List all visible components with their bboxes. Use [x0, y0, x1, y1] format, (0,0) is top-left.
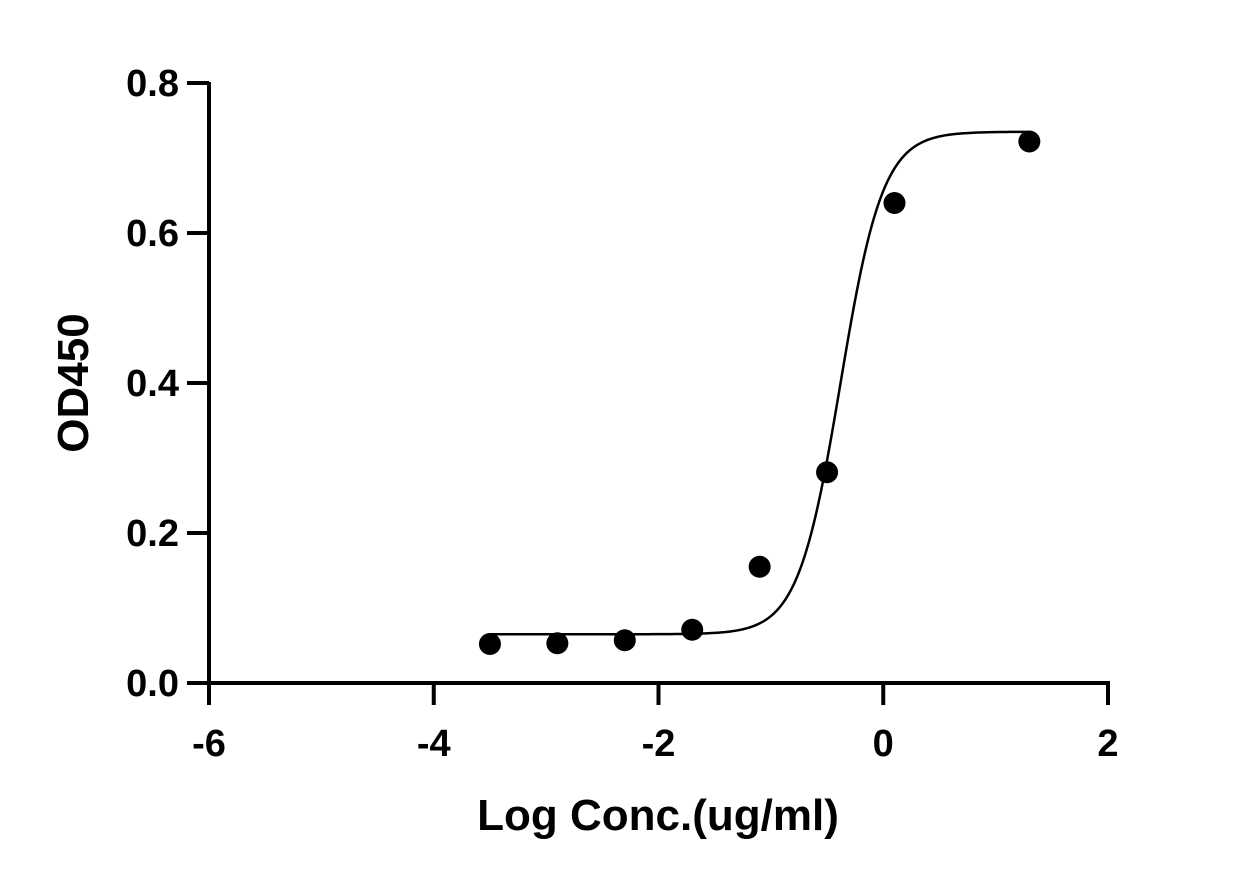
data-point [883, 192, 906, 214]
y-tick-label: 0.4 [126, 363, 179, 405]
x-tick-label: -6 [192, 723, 226, 765]
y-tick-label: 0.8 [126, 63, 179, 105]
data-point [613, 629, 636, 652]
data-point [681, 618, 704, 641]
data-points-layer [478, 130, 1041, 655]
x-tick-label: -2 [642, 723, 676, 765]
x-tick-label: 0 [873, 723, 894, 765]
fit-curve [489, 130, 1030, 636]
y-axis-title: OD450 [49, 313, 98, 452]
data-point [546, 632, 569, 655]
x-axis-title: Log Conc.(ug/ml) [477, 791, 839, 840]
axes-layer: 0.0 0.2 0.4 0.6 0.8 -6 -4 -2 0 2 [126, 63, 1118, 765]
y-tick-label: 0.0 [126, 663, 179, 705]
x-tick-label: -4 [417, 723, 451, 765]
x-tick-label: 2 [1097, 723, 1118, 765]
data-point [1018, 130, 1041, 153]
data-point [816, 461, 839, 484]
data-point [478, 633, 501, 655]
fit-curve-layer [489, 130, 1030, 636]
y-tick-label: 0.2 [126, 513, 179, 555]
y-tick-label: 0.6 [126, 213, 179, 255]
data-point [748, 555, 771, 578]
